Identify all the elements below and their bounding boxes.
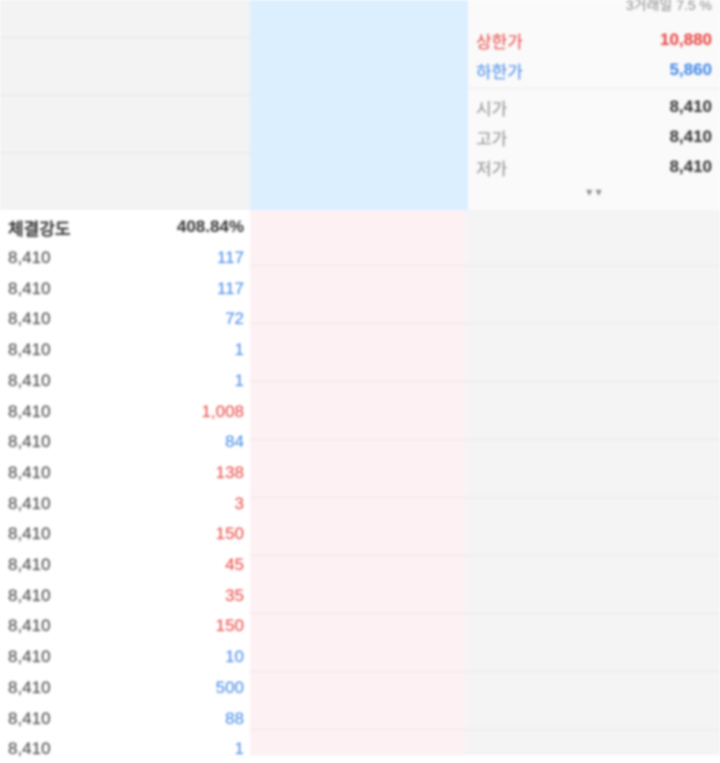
high-label: 고가 bbox=[476, 129, 508, 149]
divider bbox=[465, 613, 720, 614]
trade-row: 8,410 1 bbox=[8, 735, 244, 763]
divider bbox=[465, 439, 720, 440]
divider bbox=[250, 729, 465, 730]
trade-strength-label: 체결강도 bbox=[8, 219, 71, 239]
trade-row: 8,410 88 bbox=[8, 705, 244, 733]
trade-volume: 84 bbox=[225, 432, 244, 452]
trade-row: 8,410 500 bbox=[8, 674, 244, 702]
trade-price: 8,410 bbox=[8, 493, 51, 513]
trade-row: 8,410 1 bbox=[8, 367, 244, 395]
trade-volume: 1 bbox=[234, 370, 244, 390]
trade-price: 8,410 bbox=[8, 739, 51, 759]
trade-row: 8,410 117 bbox=[8, 275, 244, 303]
orderbook-ask-left-panel bbox=[0, 0, 250, 210]
divider bbox=[0, 95, 250, 96]
upper-limit-row: 상한가 10,880 bbox=[476, 28, 712, 52]
trade-volume: 45 bbox=[225, 555, 244, 574]
low-row: 저가 8,410 bbox=[476, 155, 712, 179]
trade-row: 8,410 1 bbox=[8, 336, 244, 364]
more-chevron-icon[interactable]: ▾ ▾ bbox=[586, 185, 602, 199]
divider bbox=[465, 497, 720, 498]
trade-price: 8,410 bbox=[8, 278, 51, 298]
upper-limit-value: 10,880 bbox=[660, 30, 712, 49]
trade-price: 8,410 bbox=[8, 524, 51, 544]
trade-row: 8,410 10 bbox=[8, 643, 244, 671]
trade-strength-header: 체결강도 408.84% bbox=[8, 213, 244, 241]
trade-price: 8,410 bbox=[8, 462, 51, 482]
trade-volume: 117 bbox=[216, 278, 244, 298]
orderbook-bid-right-panel bbox=[465, 210, 720, 755]
trade-row: 8,410 138 bbox=[8, 459, 244, 487]
divider bbox=[465, 729, 720, 730]
info-top-text: 3거래일 7.5 % bbox=[625, 0, 712, 13]
trade-row: 8,410 3 bbox=[8, 490, 244, 518]
trade-volume: 1,008 bbox=[201, 401, 244, 421]
divider bbox=[250, 381, 465, 382]
divider bbox=[465, 323, 720, 324]
divider bbox=[0, 37, 250, 38]
lower-limit-label: 하한가 bbox=[476, 62, 523, 82]
lower-limit-value: 5,860 bbox=[669, 60, 712, 79]
stock-info-panel: 3거래일 7.5 % 상한가 10,880 하한가 5,860 시가 8,410… bbox=[468, 0, 720, 210]
trade-price: 8,410 bbox=[8, 585, 51, 605]
trade-row: 8,410 117 bbox=[8, 244, 244, 272]
divider bbox=[250, 439, 465, 440]
divider bbox=[250, 323, 465, 324]
trade-volume: 150 bbox=[215, 524, 244, 544]
open-value: 8,410 bbox=[669, 97, 712, 116]
trade-volume: 35 bbox=[225, 585, 244, 605]
trade-volume: 1 bbox=[234, 340, 244, 360]
trade-volume: 3 bbox=[234, 493, 244, 513]
trade-row: 8,410 150 bbox=[8, 520, 244, 548]
orderbook-ask-price-column[interactable] bbox=[250, 0, 468, 210]
trade-price: 8,410 bbox=[8, 616, 51, 636]
trade-row: 8,410 84 bbox=[8, 428, 244, 456]
trade-row: 8,410 1,008 bbox=[8, 398, 244, 426]
trade-volume: 138 bbox=[215, 462, 244, 482]
divider bbox=[250, 265, 465, 266]
open-row: 시가 8,410 bbox=[476, 95, 712, 119]
high-value: 8,410 bbox=[669, 127, 712, 146]
trade-volume: 117 bbox=[216, 248, 244, 267]
trade-row: 8,410 72 bbox=[8, 305, 244, 333]
divider bbox=[250, 613, 465, 614]
trade-execution-list[interactable]: 체결강도 408.84% 8,410 117 8,410 117 8,410 72 8,41… bbox=[0, 210, 250, 758]
divider bbox=[465, 381, 720, 382]
trade-volume: 1 bbox=[234, 739, 244, 759]
trade-price: 8,410 bbox=[8, 647, 51, 667]
trade-price: 8,410 bbox=[8, 370, 51, 390]
upper-limit-label: 상한가 bbox=[476, 32, 523, 52]
trade-volume: 150 bbox=[215, 616, 244, 636]
divider bbox=[250, 671, 465, 672]
trade-price: 8,410 bbox=[8, 677, 51, 697]
trade-volume: 10 bbox=[225, 647, 244, 667]
trade-price: 8,410 bbox=[8, 555, 51, 574]
open-label: 시가 bbox=[476, 99, 508, 119]
divider bbox=[465, 265, 720, 266]
high-row: 고가 8,410 bbox=[476, 125, 712, 149]
divider bbox=[468, 88, 720, 89]
lower-limit-row: 하한가 5,860 bbox=[476, 58, 712, 82]
divider bbox=[465, 671, 720, 672]
trade-row: 8,410 45 bbox=[8, 551, 244, 579]
trade-volume: 500 bbox=[215, 677, 244, 697]
low-label: 저가 bbox=[476, 159, 508, 179]
divider bbox=[0, 152, 250, 153]
trade-volume: 72 bbox=[225, 309, 244, 329]
trade-price: 8,410 bbox=[8, 432, 51, 452]
trade-row: 8,410 35 bbox=[8, 582, 244, 610]
low-value: 8,410 bbox=[669, 157, 712, 176]
divider bbox=[465, 555, 720, 556]
trade-price: 8,410 bbox=[8, 340, 51, 360]
trade-row: 8,410 150 bbox=[8, 612, 244, 640]
trade-price: 8,410 bbox=[8, 309, 51, 329]
trade-price: 8,410 bbox=[8, 401, 51, 421]
divider bbox=[250, 555, 465, 556]
divider bbox=[250, 497, 465, 498]
orderbook-bid-price-column[interactable] bbox=[250, 210, 465, 755]
trade-price: 8,410 bbox=[8, 708, 51, 728]
trade-volume: 88 bbox=[225, 708, 244, 728]
trade-strength-value: 408.84% bbox=[176, 217, 244, 236]
trade-price: 8,410 bbox=[8, 248, 51, 267]
